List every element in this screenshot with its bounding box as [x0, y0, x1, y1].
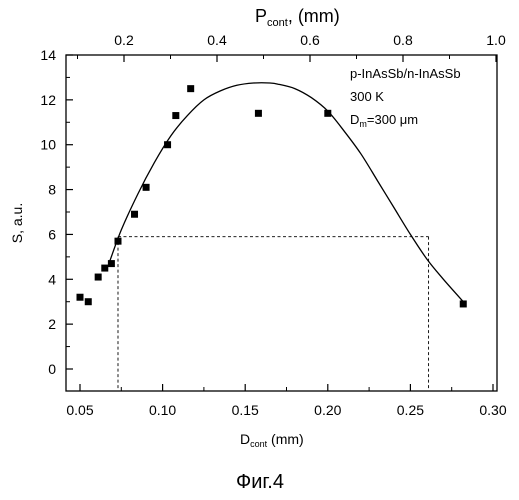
data-point [164, 141, 171, 148]
figure-caption: Фиг.4 [236, 471, 284, 493]
y-tick-label: 0 [48, 361, 56, 377]
legend-diameter-value: =300 μm [367, 112, 418, 127]
top-tick-label: 1.0 [486, 32, 506, 48]
y-tick-label: 10 [40, 137, 56, 153]
top-tick-label: 0.2 [114, 32, 134, 48]
data-point [114, 238, 121, 245]
legend-temperature-label: 300 K [350, 89, 384, 104]
data-point [101, 265, 108, 272]
x-axis-title: Dcont (mm) [240, 431, 304, 449]
y-tick-label: 2 [48, 316, 56, 332]
x-tick-label: 0.25 [397, 402, 424, 418]
dashed-reference-lines [118, 237, 429, 391]
y-tick-label: 8 [48, 182, 56, 198]
data-point [131, 211, 138, 218]
x-axis-title-main: D [240, 431, 250, 447]
plot-frame [66, 55, 497, 391]
x-tick-label: 0.30 [479, 402, 506, 418]
left-axis-ticks: 0 2 4 6 8 10 12 14 [40, 47, 73, 377]
x-tick-label: 0.05 [66, 402, 93, 418]
top-tick-label: 0.4 [207, 32, 227, 48]
data-point [187, 85, 194, 92]
legend-diameter-label: Dm=300 μm [350, 112, 418, 129]
data-point [255, 110, 262, 117]
data-point [143, 184, 150, 191]
x-tick-label: 0.15 [232, 402, 259, 418]
x-axis-title-sub: cont [250, 439, 268, 449]
top-axis-title: Pcont, (mm) [255, 6, 340, 29]
y-axis-title: S, a.u. [9, 203, 25, 243]
x-tick-label: 0.10 [149, 402, 176, 418]
legend-sample-label: p-InAsSb/n-InAsSb [350, 66, 461, 81]
top-axis-title-main: P [255, 6, 267, 26]
y-tick-label: 12 [40, 92, 56, 108]
data-point [172, 112, 179, 119]
legend-diameter-sub: m [359, 119, 367, 129]
data-point [95, 274, 102, 281]
y-tick-label: 14 [40, 47, 56, 63]
top-axis-title-sub: cont [267, 17, 288, 29]
top-tick-label: 0.6 [300, 32, 320, 48]
x-tick-label: 0.20 [314, 402, 341, 418]
data-point [324, 110, 331, 117]
top-axis-ticks: 0.2 0.4 0.6 0.8 1.0 [78, 32, 506, 62]
data-point [77, 294, 84, 301]
data-point [85, 298, 92, 305]
top-tick-label: 0.8 [393, 32, 413, 48]
y-tick-label: 4 [48, 271, 56, 287]
legend-diameter-main: D [350, 112, 359, 127]
y-tick-label: 6 [48, 226, 56, 242]
data-point [108, 260, 115, 267]
top-axis-title-unit: , (mm) [288, 6, 340, 26]
x-axis-title-unit: (mm) [267, 431, 304, 447]
data-point [460, 300, 467, 307]
bottom-axis-ticks: 0.05 0.10 0.15 0.20 0.25 0.30 [66, 384, 506, 418]
